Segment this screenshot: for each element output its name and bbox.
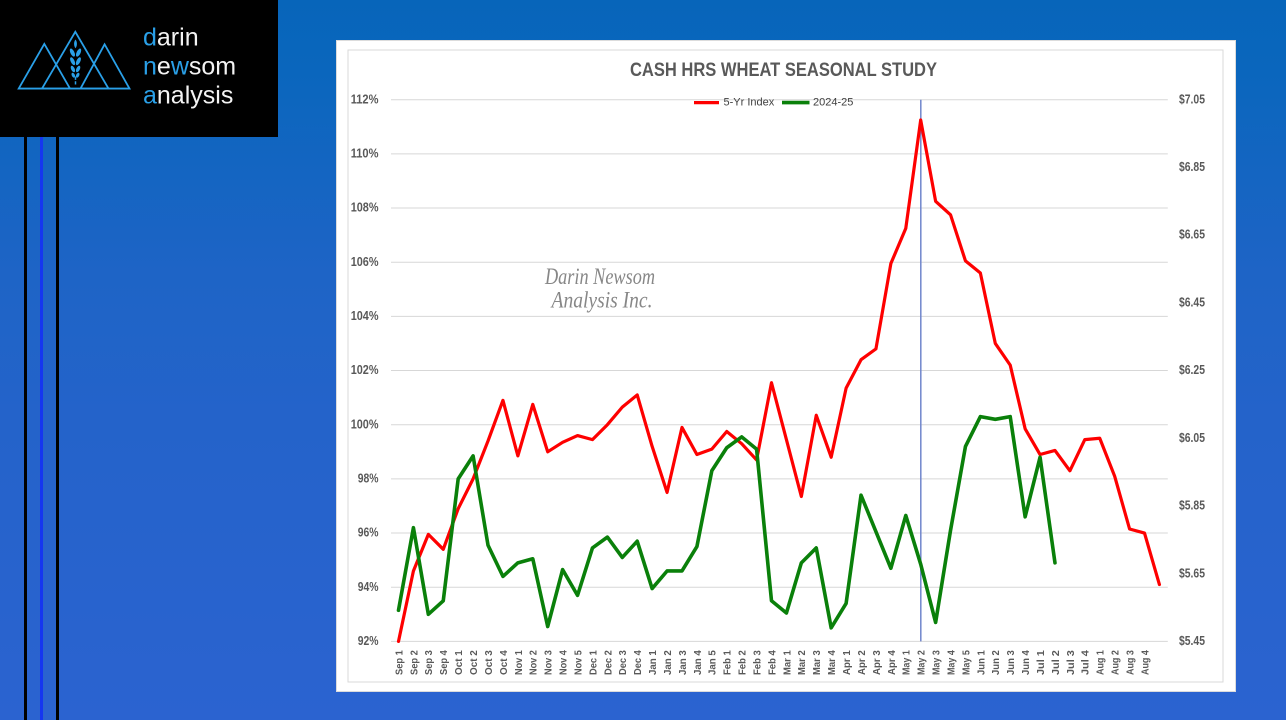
svg-text:Nov 2: Nov 2 (528, 650, 540, 675)
svg-text:$6.65: $6.65 (1179, 227, 1205, 242)
svg-text:Apr 1: Apr 1 (841, 650, 853, 675)
svg-text:Oct 2: Oct 2 (468, 650, 480, 675)
svg-text:$6.85: $6.85 (1179, 159, 1205, 174)
svg-text:Aug 3: Aug 3 (1124, 650, 1136, 675)
svg-text:Jun 2: Jun 2 (990, 650, 1002, 675)
svg-text:Aug 2: Aug 2 (1110, 650, 1122, 675)
svg-text:Nov 1: Nov 1 (513, 650, 525, 675)
svg-text:Jun 3: Jun 3 (1005, 650, 1017, 675)
svg-text:94%: 94% (358, 579, 379, 594)
svg-text:Aug 4: Aug 4 (1139, 650, 1151, 675)
svg-text:darin: darin (143, 23, 199, 51)
svg-text:96%: 96% (358, 525, 379, 540)
svg-text:Sep 1: Sep 1 (393, 650, 405, 675)
svg-text:Nov 3: Nov 3 (543, 650, 555, 675)
svg-text:Jul 1: Jul 1 (1035, 650, 1047, 675)
svg-text:112%: 112% (351, 91, 379, 106)
svg-text:Nov 5: Nov 5 (572, 650, 584, 675)
svg-text:Feb 4: Feb 4 (766, 650, 778, 675)
svg-text:Mar 1: Mar 1 (781, 650, 793, 675)
svg-text:newsom: newsom (143, 52, 236, 80)
svg-text:Dec 4: Dec 4 (632, 650, 644, 675)
svg-text:Jan 3: Jan 3 (677, 650, 689, 675)
svg-text:2024-25: 2024-25 (813, 96, 853, 108)
svg-text:Aug 1: Aug 1 (1095, 650, 1107, 675)
svg-text:Jul 4: Jul 4 (1080, 650, 1092, 675)
svg-text:Feb 3: Feb 3 (751, 650, 763, 675)
svg-text:108%: 108% (351, 200, 379, 215)
svg-text:100%: 100% (351, 416, 379, 431)
svg-text:$7.05: $7.05 (1179, 91, 1205, 106)
svg-text:Mar 2: Mar 2 (796, 650, 808, 675)
svg-text:106%: 106% (351, 254, 379, 269)
svg-text:$6.25: $6.25 (1179, 362, 1205, 377)
svg-text:98%: 98% (358, 470, 379, 485)
svg-text:Mar 4: Mar 4 (826, 650, 838, 675)
svg-text:104%: 104% (351, 308, 379, 323)
svg-text:Jan 1: Jan 1 (647, 650, 659, 675)
svg-text:May 1: May 1 (901, 650, 913, 675)
svg-text:Darin Newsom: Darin Newsom (544, 264, 655, 289)
svg-text:Jun 4: Jun 4 (1020, 650, 1032, 675)
svg-text:Jan 4: Jan 4 (692, 650, 704, 675)
svg-text:Jun 1: Jun 1 (975, 650, 987, 675)
svg-text:Dec 3: Dec 3 (617, 650, 629, 675)
svg-text:CASH HRS WHEAT SEASONAL STUDY: CASH HRS WHEAT SEASONAL STUDY (630, 59, 937, 81)
svg-text:92%: 92% (358, 633, 379, 648)
svg-text:Jul 3: Jul 3 (1065, 650, 1077, 675)
svg-text:Nov 4: Nov 4 (558, 650, 570, 675)
svg-text:Apr 4: Apr 4 (886, 650, 898, 675)
svg-text:5-Yr Index: 5-Yr Index (724, 96, 775, 108)
svg-text:Apr 3: Apr 3 (871, 650, 883, 675)
svg-text:Feb 1: Feb 1 (722, 650, 734, 675)
svg-text:Oct 3: Oct 3 (483, 650, 495, 675)
svg-text:Dec 1: Dec 1 (587, 650, 599, 675)
svg-text:Oct 4: Oct 4 (498, 650, 510, 675)
svg-text:Jan 5: Jan 5 (707, 650, 719, 675)
svg-text:Jul 2: Jul 2 (1050, 650, 1062, 675)
svg-text:Feb 2: Feb 2 (737, 650, 749, 675)
svg-text:Oct 1: Oct 1 (453, 650, 465, 675)
svg-text:Sep 2: Sep 2 (408, 650, 420, 675)
svg-text:110%: 110% (351, 145, 379, 160)
svg-text:Sep 3: Sep 3 (423, 650, 435, 675)
svg-text:$5.85: $5.85 (1179, 498, 1205, 513)
svg-text:Apr 2: Apr 2 (856, 650, 868, 675)
svg-text:$5.65: $5.65 (1179, 565, 1205, 580)
svg-text:May 3: May 3 (931, 650, 943, 675)
svg-text:May 5: May 5 (960, 650, 972, 675)
svg-text:Jan 2: Jan 2 (662, 650, 674, 675)
svg-text:Dec 2: Dec 2 (602, 650, 614, 675)
svg-text:analysis: analysis (143, 81, 233, 109)
svg-text:Mar 3: Mar 3 (811, 650, 823, 675)
svg-text:$6.05: $6.05 (1179, 430, 1205, 445)
svg-text:$5.45: $5.45 (1179, 633, 1205, 648)
svg-text:May 4: May 4 (945, 650, 957, 675)
svg-text:May 2: May 2 (916, 650, 928, 675)
svg-text:102%: 102% (351, 362, 379, 377)
svg-text:Sep 4: Sep 4 (438, 650, 450, 675)
svg-text:$6.45: $6.45 (1179, 294, 1205, 309)
svg-text:Analysis Inc.: Analysis Inc. (550, 288, 653, 313)
